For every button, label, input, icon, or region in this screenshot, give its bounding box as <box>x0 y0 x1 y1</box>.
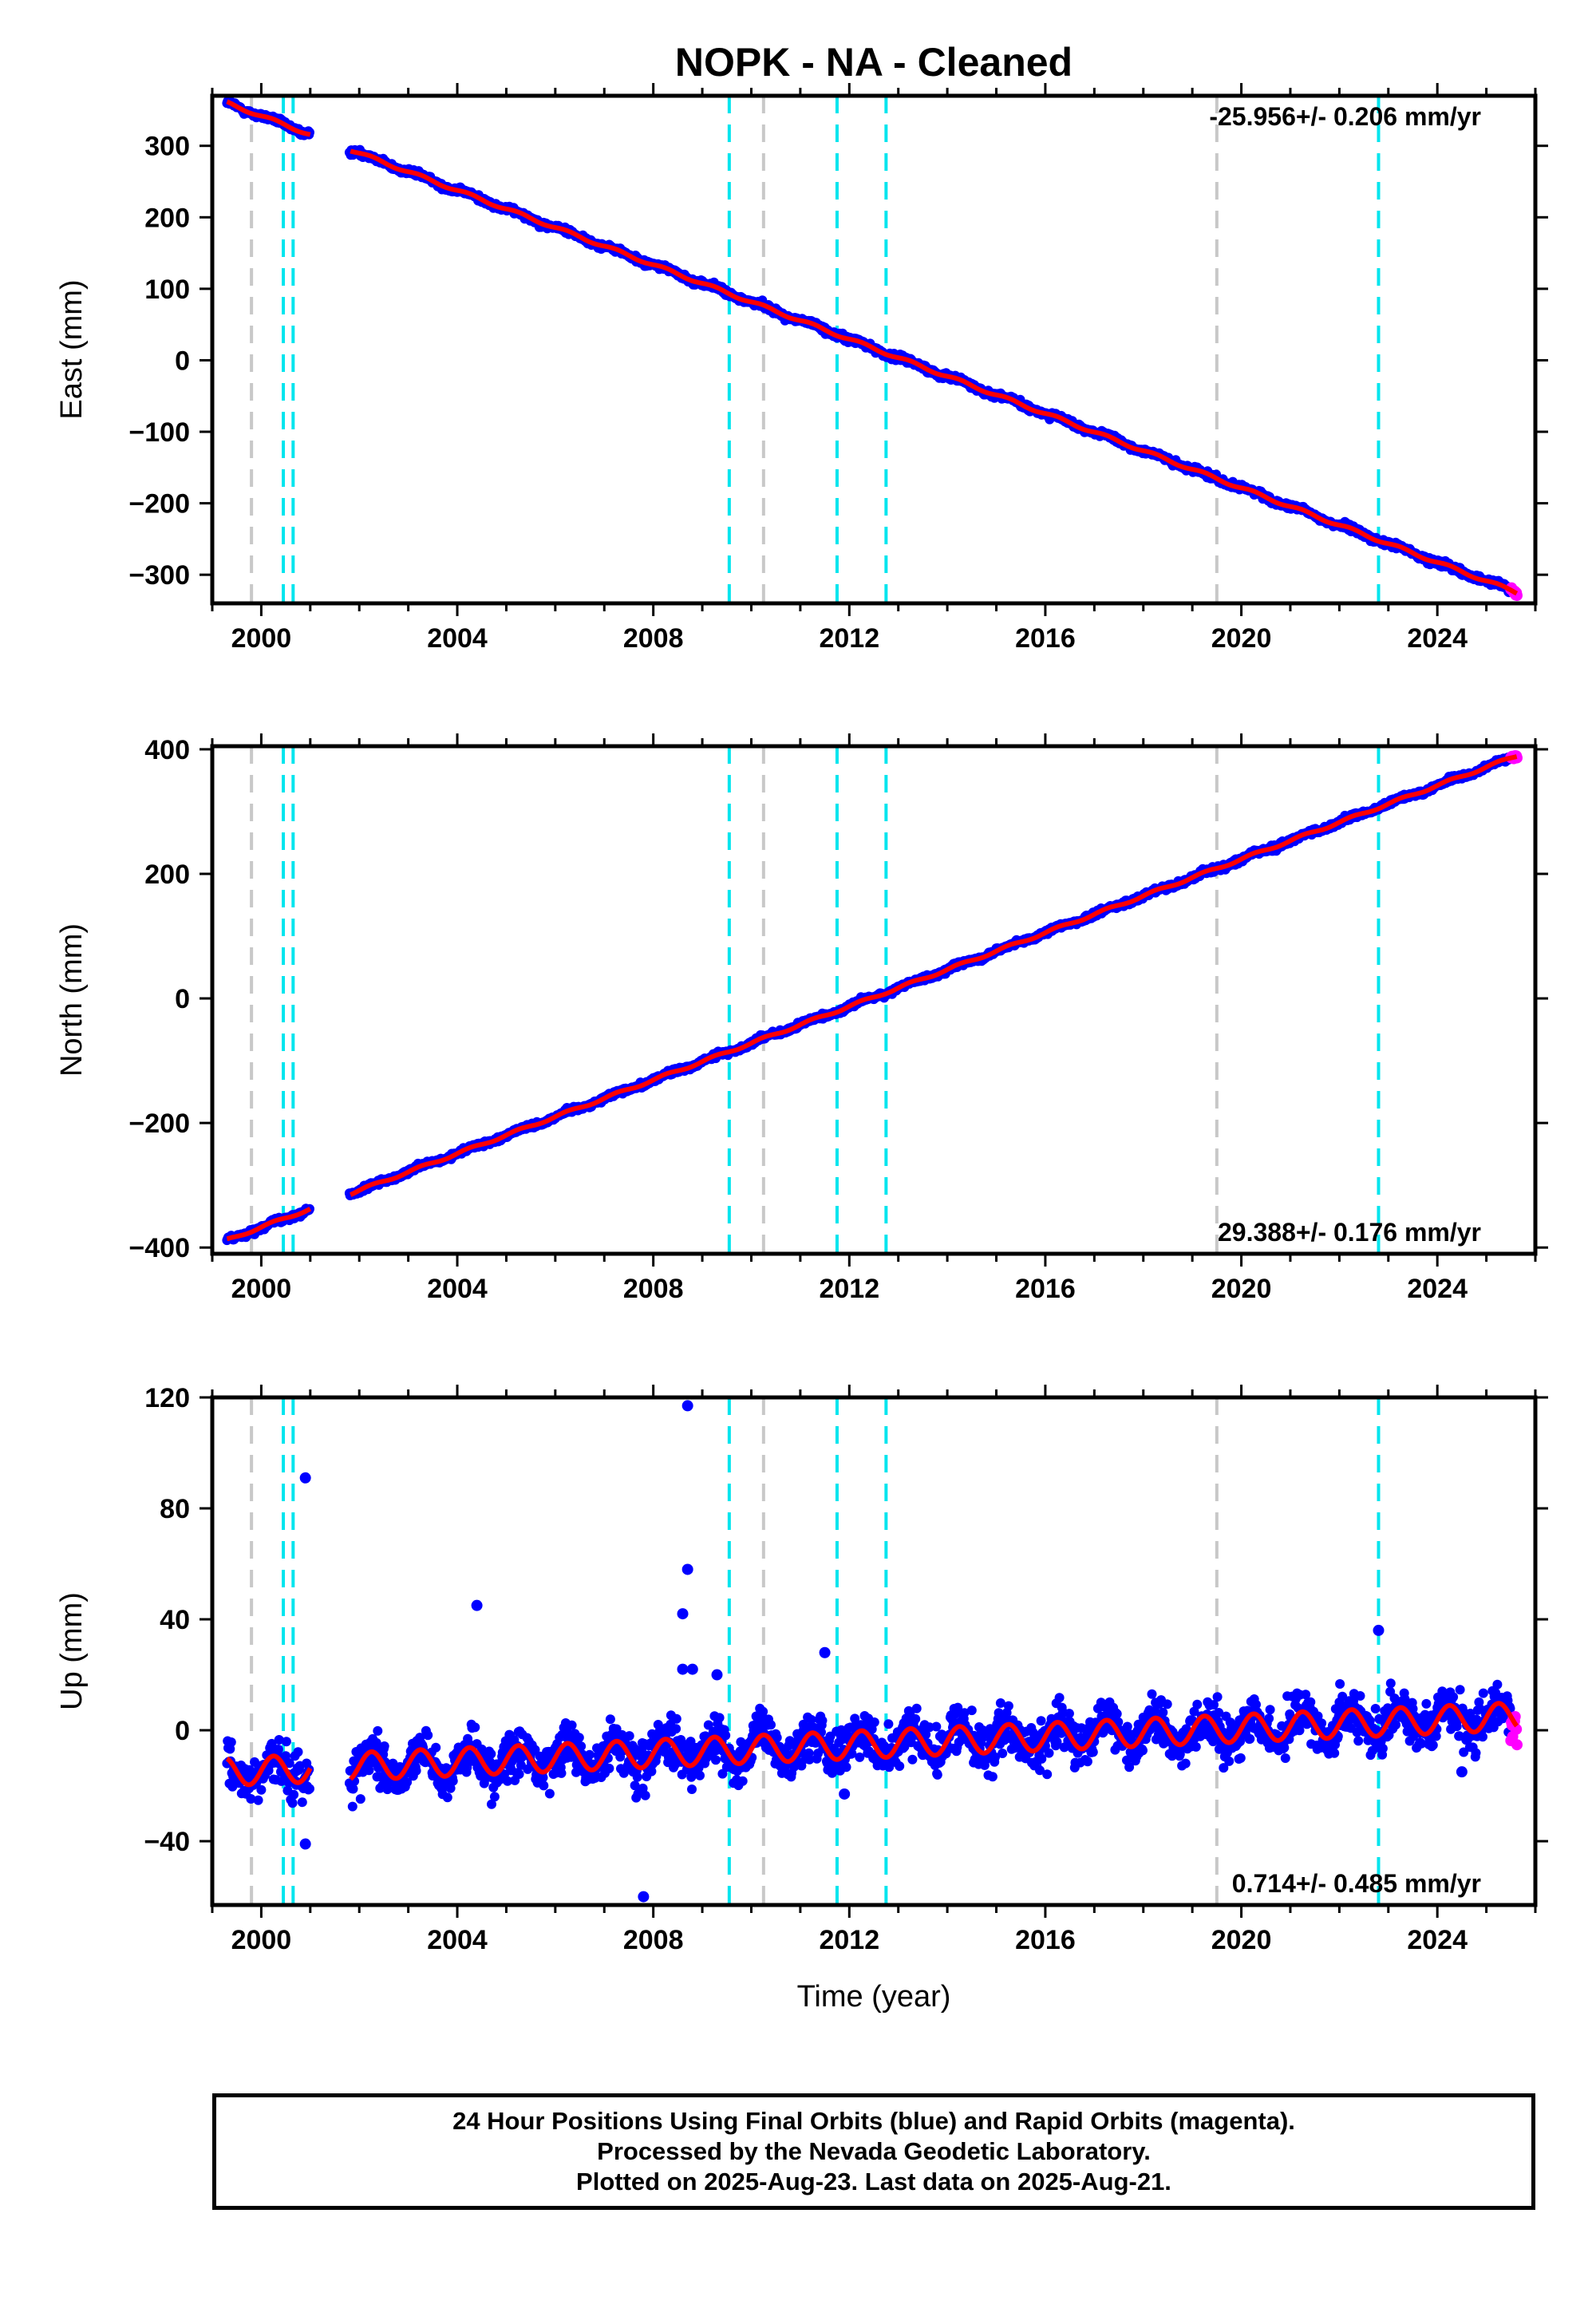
panel-east: 2000 2004 2008 2012 2016 2020 2024 300 200 100 0 −1… <box>55 83 1548 654</box>
final-point <box>226 1737 236 1747</box>
final-point <box>281 1737 291 1747</box>
final-point <box>489 1792 500 1802</box>
y-tick-label: −200 <box>128 1109 190 1139</box>
plot-frame-east <box>210 93 1538 606</box>
final-point <box>605 1714 615 1725</box>
final-point <box>539 1780 549 1791</box>
final-point <box>442 1792 452 1803</box>
final-point <box>514 1769 524 1779</box>
x-tick-label: 2020 <box>1211 623 1272 654</box>
final-point <box>373 1725 383 1736</box>
final-point <box>256 1784 267 1795</box>
y-tick-label: 300 <box>144 132 190 162</box>
x-tick-label: 2000 <box>231 623 292 654</box>
final-point <box>289 1789 299 1800</box>
rate-label-north: 29.388+/- 0.176 mm/yr <box>1218 1218 1481 1247</box>
x-tick-label: 2020 <box>1211 1274 1272 1304</box>
final-point <box>379 1741 389 1751</box>
x-tick-label: 2016 <box>1015 1274 1076 1304</box>
final-orbit-points-up <box>222 1400 1515 1903</box>
final-point <box>293 1747 303 1757</box>
final-point <box>584 1749 595 1760</box>
x-tick-label: 2008 <box>623 1274 684 1304</box>
plot-area-north <box>222 746 1523 1254</box>
final-point <box>423 1730 433 1741</box>
x-tick-label: 2012 <box>819 623 879 654</box>
final-point <box>287 1798 298 1808</box>
final-point <box>604 1763 614 1773</box>
chart-title: NOPK - NA - Cleaned <box>675 40 1073 85</box>
x-tick-label: 2012 <box>819 1274 879 1304</box>
final-point <box>347 1801 358 1812</box>
final-point <box>556 1768 567 1778</box>
final-point <box>544 1788 555 1799</box>
final-point <box>297 1797 307 1808</box>
rate-label-east: -25.956+/- 0.206 mm/yr <box>1209 102 1481 131</box>
final-point <box>640 1790 650 1800</box>
y-axis-label-north: North (mm) <box>55 923 89 1077</box>
final-point <box>574 1733 584 1743</box>
final-point <box>470 1722 480 1733</box>
plot-area-up <box>222 1397 1523 1905</box>
x-tick-label: 2008 <box>623 623 684 654</box>
plot-area-east <box>222 96 1523 603</box>
final-point <box>253 1795 263 1805</box>
x-tick-label: 2024 <box>1407 623 1468 654</box>
model-line-east <box>226 99 1519 596</box>
x-tick-label: 2004 <box>427 1274 488 1304</box>
final-point <box>355 1794 365 1804</box>
x-tick-label: 2000 <box>231 1274 292 1304</box>
final-point <box>411 1765 421 1776</box>
model-line-north <box>226 754 1518 1242</box>
x-tick-label: 2024 <box>1407 1274 1468 1304</box>
y-tick-label: 100 <box>144 275 190 305</box>
x-tick-label: 2004 <box>427 623 488 654</box>
final-point <box>624 1731 634 1741</box>
y-tick-label: 400 <box>144 735 190 765</box>
final-point <box>632 1772 642 1782</box>
y-tick-label: 0 <box>175 346 190 376</box>
final-point <box>671 1724 681 1734</box>
final-point <box>305 1784 314 1794</box>
y-tick-label: 0 <box>175 984 190 1014</box>
panel-up: 2000 2004 2008 2012 2016 2020 202412080400−40U… <box>55 1383 1548 2014</box>
y-tick-label: −100 <box>128 417 190 448</box>
x-tick-label: 2016 <box>1015 623 1076 654</box>
final-point <box>687 1784 697 1794</box>
final-point <box>567 1720 577 1730</box>
final-point <box>273 1745 283 1754</box>
final-point <box>671 1713 681 1724</box>
final-point <box>448 1776 458 1786</box>
panel-north: 2000 2004 2008 2012 2016 2020 20244002000−200−… <box>55 733 1548 1304</box>
final-point <box>486 1749 496 1759</box>
y-tick-label: −400 <box>128 1233 190 1263</box>
y-tick-label: 200 <box>144 860 190 890</box>
y-axis-label-east: East (mm) <box>55 279 89 419</box>
y-tick-label: 200 <box>144 203 190 233</box>
y-tick-label: −200 <box>128 489 190 520</box>
final-point <box>431 1742 441 1753</box>
y-tick-label: −300 <box>128 560 190 591</box>
